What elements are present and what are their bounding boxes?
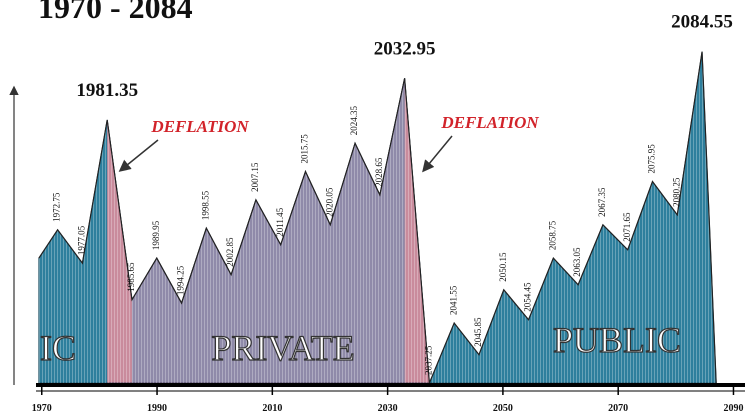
x-tick-label: 2070 xyxy=(608,403,628,414)
x-tick-label: 2010 xyxy=(262,403,282,414)
point-label: 2063.05 xyxy=(572,247,582,277)
point-label: 2050.15 xyxy=(498,252,508,282)
point-label: 2020.05 xyxy=(324,187,334,217)
point-label: 1972.75 xyxy=(52,192,62,222)
peak-label: 2032.95 xyxy=(374,38,436,59)
point-label: 2054.45 xyxy=(523,282,533,312)
point-label: 2067.35 xyxy=(597,187,607,217)
x-tick-label: 2050 xyxy=(493,403,513,414)
region-label: PRIVATE xyxy=(211,328,354,368)
x-tick-label: 1970 xyxy=(32,403,52,414)
point-label: 2058.75 xyxy=(547,220,557,250)
peak-label: 2084.55 xyxy=(671,12,733,33)
point-label: 2007.15 xyxy=(250,162,260,192)
point-label: 2045.85 xyxy=(473,317,483,347)
annotation-arrow xyxy=(118,139,159,172)
point-label: 2080.25 xyxy=(671,177,681,207)
point-label: 2015.75 xyxy=(300,134,310,164)
annotation: DEFLATION xyxy=(150,117,249,136)
point-label: 1994.25 xyxy=(176,265,186,295)
point-label: 2075.95 xyxy=(647,144,657,174)
x-tick-label: 1990 xyxy=(147,403,167,414)
area-texture xyxy=(38,51,717,383)
region-label: IC xyxy=(40,328,76,368)
peak-label: 1981.35 xyxy=(76,80,138,101)
annotation-arrow xyxy=(422,135,453,173)
point-label: 2028.65 xyxy=(374,157,384,187)
point-label: 1989.95 xyxy=(151,220,161,250)
line xyxy=(38,51,717,384)
point-label: 1985.65 xyxy=(126,262,136,292)
point-label: 2041.55 xyxy=(448,285,458,315)
point-label: 2002.85 xyxy=(225,237,235,267)
plot-area: 1972.75 1977.05 1981.35 1985.65 1989.95 1994.… xyxy=(32,12,745,414)
region-label: PUBLIC xyxy=(553,320,681,360)
annotation: DEFLATION xyxy=(440,113,539,132)
chart-title: 1970 - 2084 xyxy=(38,0,193,25)
point-label: 2037.25 xyxy=(423,345,433,375)
point-label: 1977.05 xyxy=(76,225,86,255)
point-label: 2011.45 xyxy=(275,207,285,236)
point-label: 2071.65 xyxy=(622,212,632,242)
x-tick-label: 2030 xyxy=(378,403,398,414)
x-tick-label: 2090 xyxy=(723,403,743,414)
point-label: 2024.35 xyxy=(349,105,359,135)
point-label: 1998.55 xyxy=(200,190,210,220)
